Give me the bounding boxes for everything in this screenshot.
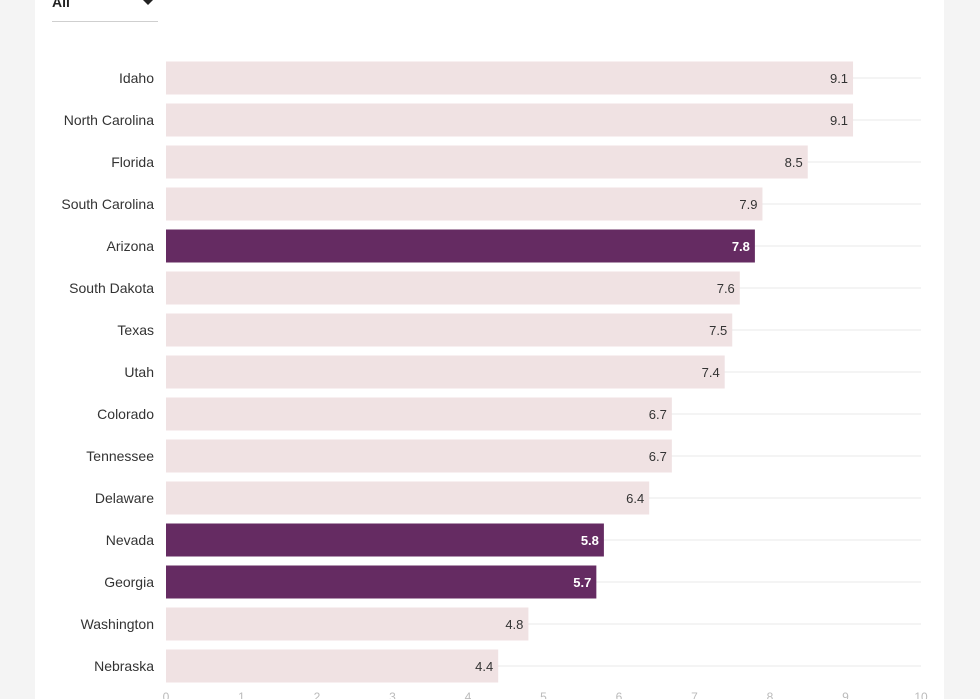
filter-dropdown[interactable]: All — [52, 0, 158, 22]
bar — [166, 397, 672, 431]
value-label: 7.9 — [739, 197, 757, 212]
x-tick-label: 10 — [914, 690, 928, 699]
category-label: Nebraska — [94, 658, 154, 674]
value-label: 4.8 — [505, 617, 523, 632]
bar — [166, 313, 733, 347]
x-tick-label: 5 — [540, 690, 547, 699]
category-label: Utah — [124, 364, 154, 380]
x-tick-label: 4 — [465, 690, 472, 699]
category-label: South Carolina — [61, 196, 154, 212]
category-label: Arizona — [107, 238, 155, 254]
value-label: 7.5 — [709, 323, 727, 338]
category-label: North Carolina — [64, 112, 154, 128]
value-label: 5.8 — [581, 533, 599, 548]
category-label: Nevada — [106, 532, 154, 548]
bar — [166, 229, 755, 263]
chevron-down-icon — [142, 0, 154, 5]
bar — [166, 145, 808, 179]
category-label: Georgia — [104, 574, 154, 590]
x-tick-label: 1 — [238, 690, 245, 699]
bar — [166, 439, 672, 473]
bar — [166, 61, 854, 95]
value-label: 7.6 — [717, 281, 735, 296]
value-label: 7.4 — [702, 365, 720, 380]
value-label: 6.4 — [626, 491, 644, 506]
value-label: 7.8 — [732, 239, 750, 254]
bar — [166, 523, 604, 557]
category-label: Texas — [117, 322, 154, 338]
value-label: 8.5 — [785, 155, 803, 170]
x-tick-label: 2 — [314, 690, 321, 699]
category-label: Florida — [111, 154, 154, 170]
filter-selected-value: All — [52, 0, 70, 10]
x-tick-label: 3 — [389, 690, 396, 699]
bars: Idaho 9.1 North Carolina 9.1 Florida 8.5 South… — [61, 61, 854, 683]
bar — [166, 481, 650, 515]
bar — [166, 565, 597, 599]
x-tick-label: 7 — [691, 690, 698, 699]
bar — [166, 271, 740, 305]
value-label: 6.7 — [649, 407, 667, 422]
category-label: Idaho — [119, 70, 154, 86]
x-tick-label: 6 — [616, 690, 623, 699]
category-label: Delaware — [95, 490, 154, 506]
value-label: 5.7 — [573, 575, 591, 590]
category-label: Tennessee — [86, 448, 154, 464]
x-tick-label: 8 — [767, 690, 774, 699]
bar — [166, 355, 725, 389]
bar — [166, 187, 763, 221]
value-label: 9.1 — [830, 71, 848, 86]
value-label: 9.1 — [830, 113, 848, 128]
bar — [166, 103, 854, 137]
category-label: Washington — [81, 616, 154, 632]
category-label: South Dakota — [69, 280, 154, 296]
category-label: Colorado — [97, 406, 154, 422]
value-label: 4.4 — [475, 659, 493, 674]
value-label: 6.7 — [649, 449, 667, 464]
bar — [166, 649, 499, 683]
bar — [166, 607, 529, 641]
x-tick-label: 0 — [163, 690, 170, 699]
x-axis-ticks: 0 1 2 3 4 5 6 7 8 9 10 — [163, 690, 928, 699]
x-tick-label: 9 — [842, 690, 849, 699]
